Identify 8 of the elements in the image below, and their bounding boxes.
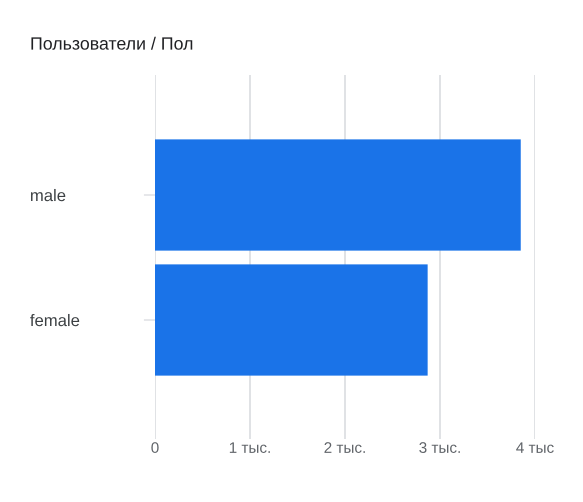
x-tick-label: 0 [151,442,159,453]
y-tick-label: female [30,314,80,326]
y-tick-label: male [30,188,66,202]
chart-title: Пользователи / Пол [31,36,192,50]
x-tick-label: 2 тыс. [324,442,365,453]
x-tick-label: 1 тыс. [230,442,270,453]
x-tick-label: 4 тыс [516,442,554,453]
x-tick-label: 3 тыс. [419,442,460,453]
